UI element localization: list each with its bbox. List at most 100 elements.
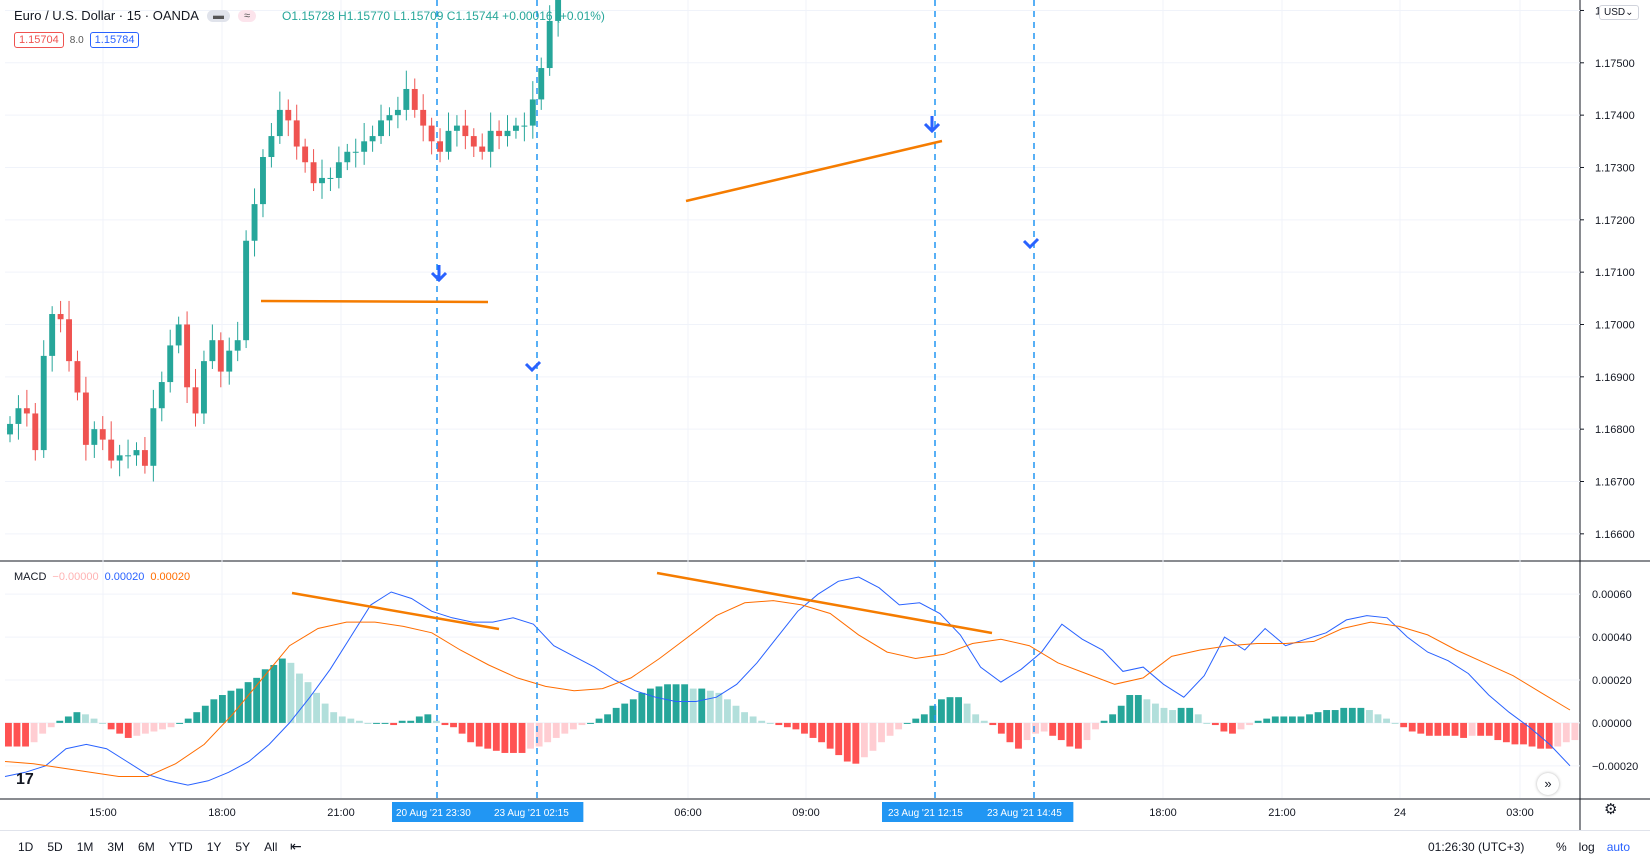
candle-body	[394, 109, 401, 116]
macd-label: MACD	[14, 571, 47, 583]
macd-hist-bar	[1400, 722, 1408, 728]
macd-hist-bar	[1554, 722, 1562, 747]
symbol-legend[interactable]: Euro / U.S. Dollar · 15 · OANDA ▬ ≈ O1.1…	[14, 8, 605, 23]
range-ytd-button[interactable]: YTD	[168, 840, 193, 854]
macd-line	[4, 576, 1571, 786]
candle-body	[445, 130, 452, 152]
range-all-button[interactable]: All	[264, 840, 278, 854]
macd-hist-bar	[432, 720, 440, 723]
bottom-toolbar: 1D 5D 1M 3M 6M YTD 1Y 5Y All ⇤ 01:26:30 …	[0, 830, 1650, 864]
candle-body	[302, 146, 309, 163]
macd-hist-bar	[629, 699, 637, 723]
macd-hist-bar	[330, 712, 338, 723]
sell-price-button[interactable]: 1.15704	[14, 32, 64, 48]
macd-hist-bar	[13, 722, 21, 747]
candle-body	[411, 88, 418, 110]
time-highlight-box	[882, 802, 1074, 822]
macd-lines	[4, 576, 1571, 786]
time-tick-label: 15:00	[89, 807, 117, 819]
range-3m-button[interactable]: 3M	[107, 840, 125, 854]
time-highlight-label: 23 Aug '21 12:15	[888, 808, 963, 819]
checkmark-icon	[1022, 237, 1040, 250]
range-6m-button[interactable]: 6M	[138, 840, 155, 854]
candle-body	[555, 0, 562, 21]
symbol-title[interactable]: Euro / U.S. Dollar · 15 · OANDA	[14, 8, 199, 23]
trade-buttons[interactable]: 1.15704 8.0 1.15784	[14, 32, 140, 48]
macd-hist-bar	[1511, 722, 1519, 745]
candle-body	[108, 439, 115, 461]
buy-price-button[interactable]: 1.15784	[89, 32, 140, 48]
price-candles	[7, 0, 562, 482]
macd-hist-bar	[980, 720, 988, 723]
range-1y-button[interactable]: 1Y	[206, 840, 222, 854]
macd-hist-bar	[116, 722, 124, 734]
clock-display[interactable]: 01:26:30 (UTC+3)	[1428, 840, 1525, 854]
tradingview-logo-icon[interactable]: 17	[16, 771, 34, 788]
macd-hist-bar	[878, 722, 885, 743]
macd-hist-bar	[689, 688, 697, 723]
macd-legend[interactable]: MACD −0.00000 0.00020 0.00020	[14, 571, 190, 583]
log-toggle[interactable]: log	[1578, 840, 1595, 854]
candle-body	[335, 162, 342, 178]
macd-hist-bar	[638, 692, 646, 723]
range-1m-button[interactable]: 1M	[76, 840, 94, 854]
gear-icon[interactable]: ⚙	[1604, 801, 1618, 818]
trend-line	[656, 571, 993, 635]
chart-canvas[interactable]: 1.176001.175001.174001.173001.172001.171…	[0, 0, 1650, 830]
macd-hist-bar	[39, 722, 47, 734]
macd-hist-bar	[741, 712, 748, 723]
candle-body	[167, 345, 174, 383]
currency-dropdown[interactable]: USD⌄	[1599, 5, 1639, 20]
macd-hist-bar	[1143, 699, 1151, 723]
macd-hist-bar	[1126, 695, 1134, 723]
arrow-down-icon	[430, 265, 448, 283]
price-tick-label: 1.16900	[1595, 372, 1635, 384]
candle-body	[285, 109, 292, 121]
macd-hist-bar	[1194, 714, 1202, 723]
price-tick-label: 1.17200	[1595, 215, 1635, 227]
candle-body	[116, 455, 123, 461]
macd-hist-bar	[1203, 722, 1211, 724]
macd-hist-bar	[818, 722, 826, 743]
macd-hist-bar	[1502, 722, 1510, 743]
macd-hist-bar	[73, 712, 81, 723]
macd-hist-bar	[561, 722, 569, 734]
macd-hist-bar	[1057, 722, 1065, 741]
candle-body	[521, 125, 528, 127]
percent-toggle[interactable]: %	[1556, 840, 1567, 854]
macd-hist-bar	[1571, 722, 1579, 741]
time-highlight-box	[392, 802, 584, 822]
annotation-drawings[interactable]	[260, 0, 1040, 799]
range-5d-button[interactable]: 5D	[47, 840, 63, 854]
candle-body	[66, 319, 72, 362]
calendar-icon[interactable]: ⇤	[290, 838, 302, 854]
macd-hist-bar	[184, 718, 192, 723]
macd-hist-bar	[1383, 718, 1390, 723]
macd-histogram	[5, 658, 1579, 764]
macd-hist-bar	[1134, 695, 1142, 723]
candle-body	[268, 136, 275, 158]
macd-hist-bar	[1032, 722, 1040, 734]
candle-body	[57, 314, 64, 320]
macd-hist-bar	[544, 722, 552, 743]
macd-hist-bar	[1023, 722, 1031, 741]
macd-hist-bar	[938, 699, 945, 723]
minus-icon[interactable]: ▬	[206, 9, 230, 22]
candle-body	[251, 204, 258, 241]
macd-hist-value: −0.00000	[52, 571, 99, 583]
range-1d-button[interactable]: 1D	[18, 840, 34, 854]
range-5y-button[interactable]: 5Y	[235, 840, 251, 854]
macd-hist-bar	[783, 722, 791, 728]
auto-toggle[interactable]: auto	[1606, 840, 1631, 854]
time-tick-label: 18:00	[208, 807, 236, 819]
macd-hist-bar	[1528, 722, 1536, 747]
macd-hist-bar	[835, 722, 843, 756]
macd-hist-bar	[826, 722, 834, 749]
macd-hist-bar	[22, 722, 29, 747]
macd-hist-bar	[287, 662, 295, 723]
candle-body	[99, 429, 106, 440]
time-highlights: 20 Aug '21 23:30 23 Aug '21 02:15 23 Aug '…	[392, 802, 1074, 822]
macd-hist-bar	[47, 722, 55, 728]
approx-icon[interactable]: ≈	[237, 9, 256, 22]
scroll-to-realtime-icon[interactable]: »	[1537, 773, 1559, 795]
